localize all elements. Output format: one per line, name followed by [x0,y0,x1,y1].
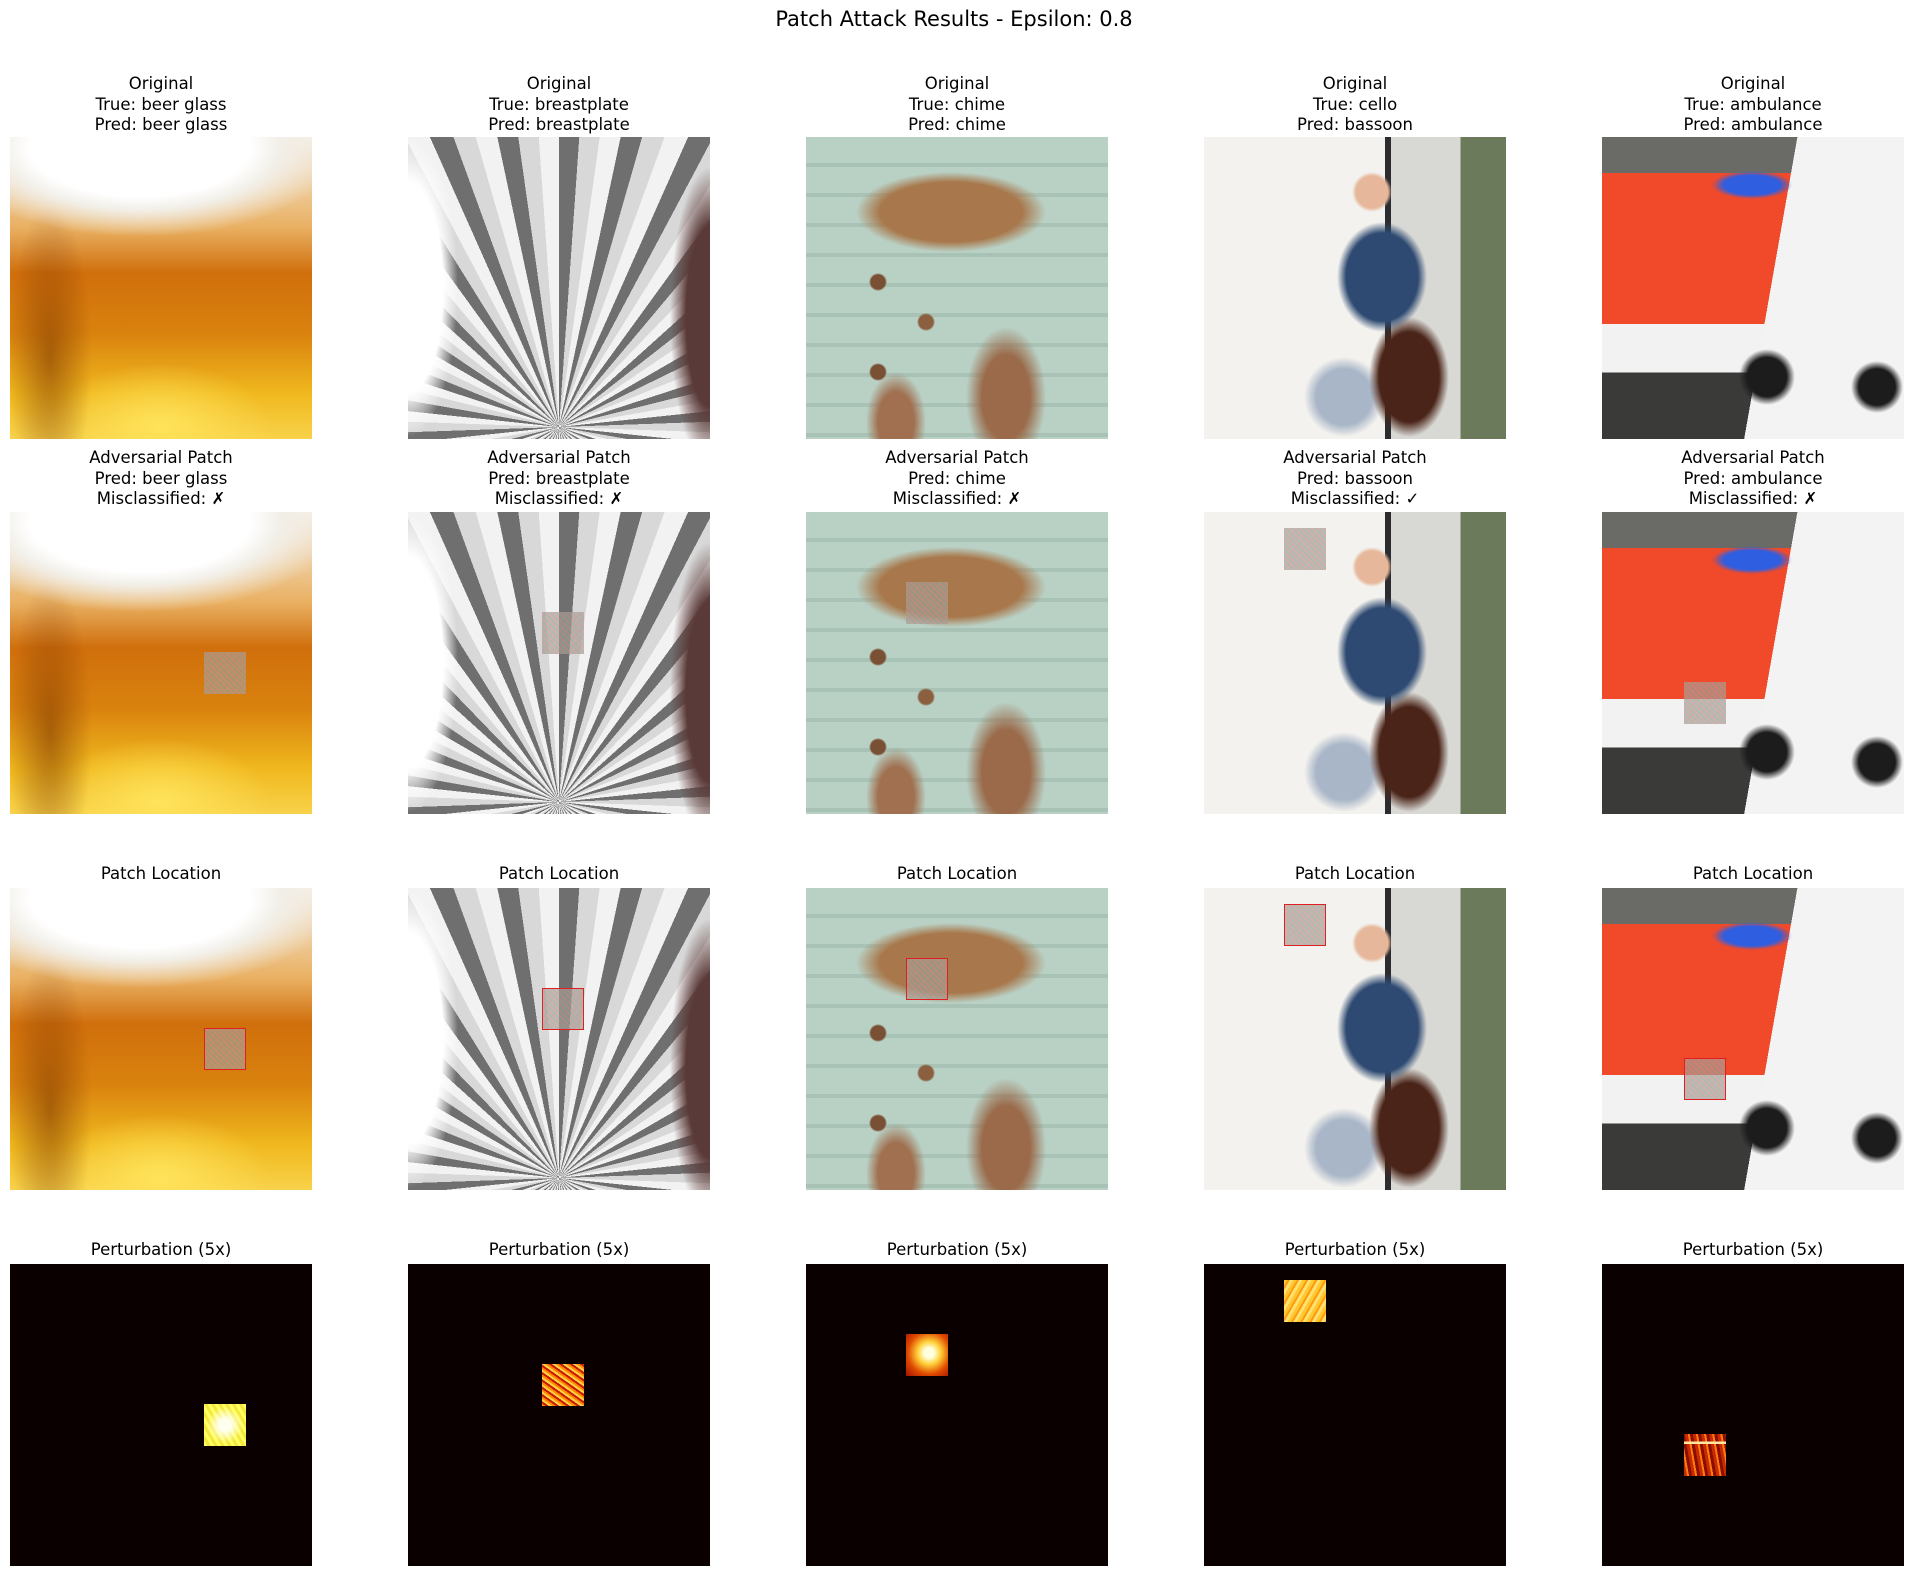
original-image [1602,137,1904,439]
pred-label: Pred: bassoon [1297,468,1413,488]
pred-label: Pred: beer glass [94,115,228,134]
location-image [1204,888,1506,1190]
patch-location-box [204,1028,246,1070]
pred-label: Pred: bassoon [1297,115,1413,134]
pred-label: Pred: chime [908,115,1006,134]
adversarial-patch [204,652,246,694]
panel-title: Patch Location [1542,864,1908,885]
pred-label: Pred: ambulance [1683,468,1823,488]
perturbation-image [1204,1264,1506,1566]
panel-title: Original True: ambulance Pred: ambulance [1542,74,1908,136]
patch-location-box [542,988,584,1030]
pred-label: Pred: chime [908,468,1006,488]
panel-heading: Patch Location [1692,864,1814,883]
panel-title: Perturbation (5x) [348,1240,770,1261]
panel-heading: Adversarial Patch [885,448,1029,467]
panel-heading: Patch Location [498,864,620,883]
pred-label: Pred: breastplate [488,468,630,488]
figure-title: Patch Attack Results - Epsilon: 0.8 [775,7,1133,31]
panel-title: Patch Location [1144,864,1566,885]
panel-title: Patch Location [746,864,1168,885]
perturbation-patch [204,1404,246,1446]
panel-title: Perturbation (5x) [746,1240,1168,1261]
perturbation-patch [1284,1280,1326,1322]
perturbation-patch [906,1334,948,1376]
original-image [806,137,1108,439]
panel-title: Adversarial Patch Pred: chime Misclassif… [746,448,1168,510]
original-image [408,137,710,439]
panel-heading: Perturbation (5x) [1682,1240,1824,1259]
panel-heading: Original [128,74,194,93]
patch-location-box [1684,1058,1726,1100]
perturbation-image [806,1264,1108,1566]
misclassified-label: Misclassified: ✓ [1290,489,1420,508]
panel-heading: Adversarial Patch [487,448,631,467]
true-label: True: chime [908,94,1006,114]
original-image [10,137,312,439]
adversarial-patch [1684,682,1726,724]
adversarial-image [10,512,312,814]
panel-heading: Perturbation (5x) [1284,1240,1426,1259]
panel-title: Adversarial Patch Pred: breastplate Misc… [348,448,770,510]
true-label: True: cello [1312,94,1398,114]
panel-title: Original True: chime Pred: chime [746,74,1168,136]
patch-location-box [1284,904,1326,946]
panel-heading: Perturbation (5x) [488,1240,630,1259]
misclassified-label: Misclassified: ✗ [892,489,1022,508]
panel-heading: Original [1322,74,1388,93]
pred-label: Pred: ambulance [1683,115,1823,134]
panel-heading: Adversarial Patch [1681,448,1825,467]
pred-label: Pred: beer glass [94,468,228,488]
perturbation-image [1602,1264,1904,1566]
adversarial-image [806,512,1108,814]
perturbation-image [408,1264,710,1566]
panel-heading: Patch Location [100,864,222,883]
adversarial-image [1204,512,1506,814]
panel-title: Original True: cello Pred: bassoon [1144,74,1566,136]
panel-heading: Original [526,74,592,93]
panel-heading: Original [1720,74,1786,93]
true-label: True: breastplate [489,94,629,114]
location-image [1602,888,1904,1190]
adversarial-patch [1284,528,1326,570]
location-image [806,888,1108,1190]
adversarial-patch [542,612,584,654]
panel-title: Patch Location [0,864,372,885]
panel-title: Original True: breastplate Pred: breastp… [348,74,770,136]
panel-title: Adversarial Patch Pred: ambulance Miscla… [1542,448,1908,510]
perturbation-image [10,1264,312,1566]
panel-heading: Adversarial Patch [89,448,233,467]
panel-title: Perturbation (5x) [1144,1240,1566,1261]
panel-title: Patch Location [348,864,770,885]
panel-heading: Adversarial Patch [1283,448,1427,467]
pred-label: Pred: breastplate [488,115,630,134]
perturbation-patch [542,1364,584,1406]
panel-heading: Perturbation (5x) [90,1240,232,1259]
panel-title: Perturbation (5x) [0,1240,372,1261]
misclassified-label: Misclassified: ✗ [96,489,226,508]
panel-heading: Patch Location [896,864,1018,883]
misclassified-label: Misclassified: ✗ [1688,489,1818,508]
panel-heading: Original [924,74,990,93]
perturbation-patch [1684,1434,1726,1476]
panel-heading: Patch Location [1294,864,1416,883]
panel-title: Original True: beer glass Pred: beer gla… [0,74,372,136]
panel-title: Adversarial Patch Pred: bassoon Misclass… [1144,448,1566,510]
original-image [1204,137,1506,439]
true-label: True: ambulance [1684,94,1822,114]
panel-title: Perturbation (5x) [1542,1240,1908,1261]
panel-title: Adversarial Patch Pred: beer glass Miscl… [0,448,372,510]
adversarial-image [408,512,710,814]
misclassified-label: Misclassified: ✗ [494,489,624,508]
panel-heading: Perturbation (5x) [886,1240,1028,1259]
patch-location-box [906,958,948,1000]
location-image [408,888,710,1190]
adversarial-image [1602,512,1904,814]
true-label: True: beer glass [95,94,227,114]
location-image [10,888,312,1190]
adversarial-patch [906,582,948,624]
